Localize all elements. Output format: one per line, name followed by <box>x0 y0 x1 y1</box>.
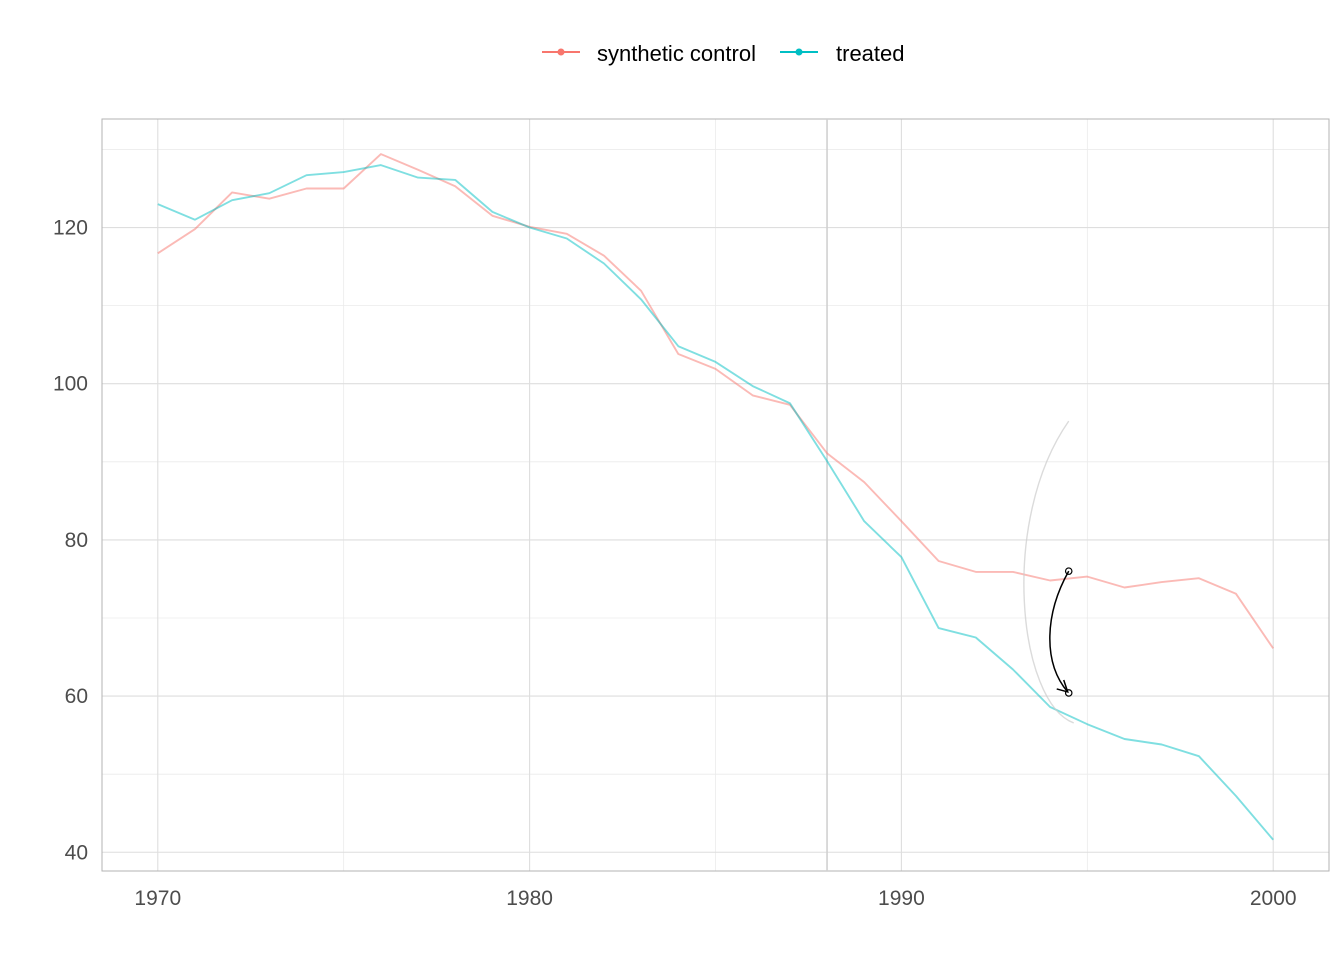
series-line-treated <box>157 164 1274 841</box>
annotation-start-marker <box>1064 567 1073 575</box>
x-tick-label-1980: 1980 <box>506 887 553 910</box>
y-tick-label-100: 100 <box>53 373 88 396</box>
legend-key-point-treated <box>795 48 803 56</box>
annotation-arrow <box>1049 570 1070 693</box>
legend: synthetic control treated <box>542 41 905 66</box>
x-tick-label-2000: 2000 <box>1250 887 1297 910</box>
x-tick-label-1970: 1970 <box>134 887 181 910</box>
x-tick-label-1990: 1990 <box>878 887 925 910</box>
series-line-synthetic-control <box>157 153 1274 649</box>
y-tick-label-40: 40 <box>65 841 88 864</box>
legend-item-synthetic-control: synthetic control <box>542 41 756 66</box>
plot-area: 1970 1980 1990 2000 40 60 80 100 120 <box>53 118 1330 910</box>
legend-item-treated: treated <box>780 41 905 66</box>
y-tick-label-80: 80 <box>65 529 88 552</box>
y-tick-label-60: 60 <box>65 685 88 708</box>
legend-label-synthetic-control: synthetic control <box>597 41 756 66</box>
y-tick-label-120: 120 <box>53 217 88 240</box>
panel-border <box>101 118 1330 872</box>
legend-key-point-synthetic-control <box>557 48 565 56</box>
annotation-arrowhead <box>1056 679 1069 694</box>
annotation-shadow-curve <box>1023 420 1074 724</box>
legend-label-treated: treated <box>836 41 905 66</box>
annotation-end-marker <box>1064 689 1073 697</box>
